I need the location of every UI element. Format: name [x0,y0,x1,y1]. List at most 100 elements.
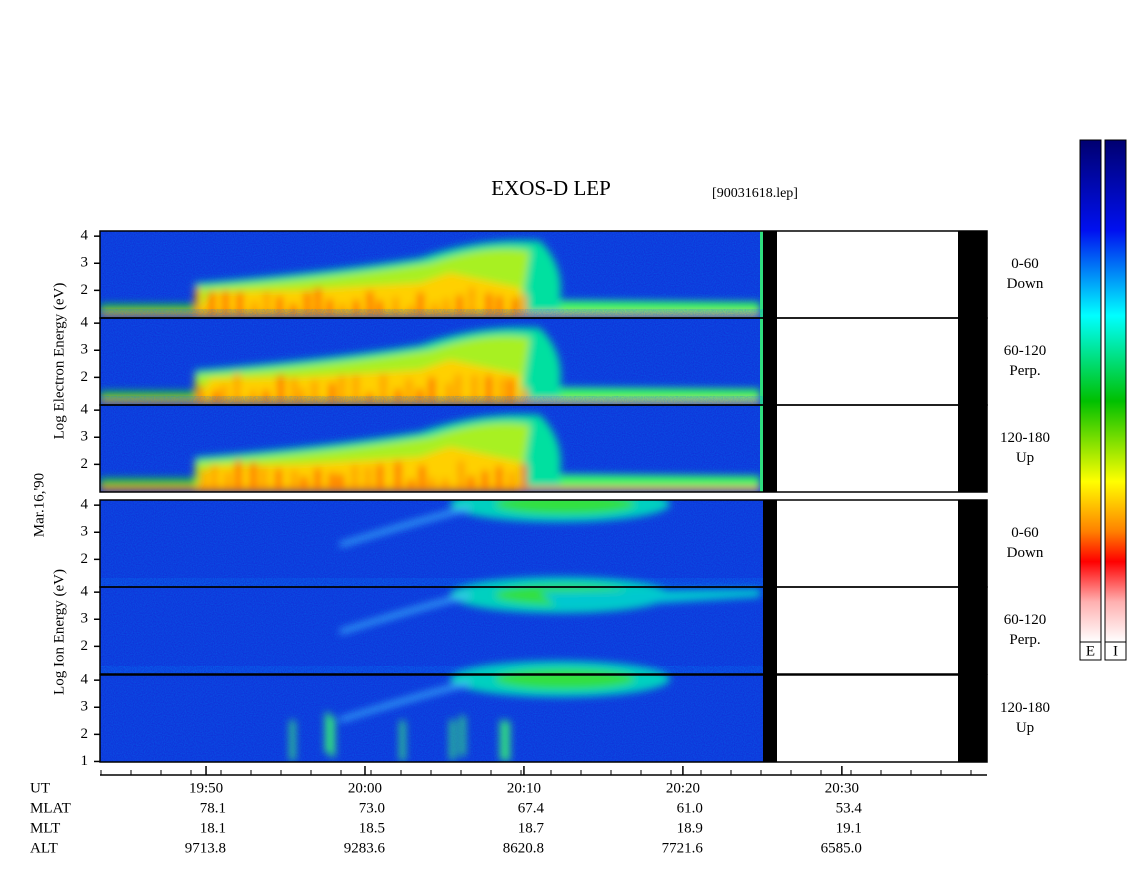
feature [222,290,228,314]
y-tick-label: 4 [81,228,89,244]
feature [100,313,760,317]
y-tick-label: 4 [81,497,89,513]
title: EXOS-D LEP [491,176,611,200]
y-axis-label: Log Ion Energy (eV) [51,569,67,695]
feature [277,296,283,314]
feature [469,287,475,314]
panel-gap [763,492,987,500]
y-tick-label: 4 [81,672,89,688]
feature [521,463,527,488]
ephemeris-value: 18.7 [518,820,545,836]
panel-angle: 0-60 [1011,525,1039,541]
feature [291,377,297,401]
feature [327,299,333,314]
feature [521,294,527,314]
colorbar-label: E [1086,643,1095,659]
feature [290,720,295,761]
feature [196,385,202,401]
data-gap [763,500,777,587]
x-tick-label: 19:50 [189,780,223,796]
data-gap [958,587,987,674]
feature [221,384,227,401]
data-gap [763,675,777,762]
feature [408,479,414,488]
feature [263,390,269,401]
feature [408,304,414,314]
feature [237,292,243,314]
y-axis-label: Mar.16,'90 [31,473,47,537]
feature [540,589,760,609]
ephemeris-value: 67.4 [518,800,545,816]
feature [560,390,760,397]
panel-frame [99,404,988,493]
feature [377,300,383,314]
feature [312,380,318,401]
feature [339,302,345,314]
feature [195,273,520,318]
feature [211,465,217,488]
x-tick-label: 20:20 [666,780,700,796]
panel-direction: Perp. [1009,632,1040,648]
data-gap [958,405,987,492]
y-tick-label: 3 [81,342,89,358]
panel-direction: Down [1007,545,1044,561]
data-gap [763,231,777,318]
spectrogram [100,500,763,587]
feature [353,375,359,401]
panel-frame [99,586,988,675]
spectrogram-features [290,661,670,762]
spectrogram [100,231,763,318]
panel-angle: 120-180 [1000,700,1050,716]
feature [225,471,231,488]
feature [482,470,488,488]
ephemeris-value: 18.5 [359,820,385,836]
panel-frame [99,674,988,763]
spectrogram-features [339,577,760,634]
feature [500,720,505,761]
colorbar-label-box [1104,641,1127,661]
feature [195,287,201,314]
y-tick-label: 4 [81,315,89,331]
feature [395,389,401,401]
panel-direction: Up [1016,450,1034,466]
feature [325,712,330,753]
feature [235,460,241,488]
y-tick-label: 3 [81,255,89,271]
data-gap [958,231,987,318]
feature [509,471,515,488]
panel-direction: Perp. [1009,363,1040,379]
feature [486,375,492,401]
spectrogram-noise [100,500,763,587]
feature [522,388,528,401]
feature [338,474,344,488]
feature [497,295,503,314]
spectrogram-features [100,414,760,492]
feature [278,375,284,401]
ephemeris-value: 8620.8 [503,840,544,856]
feature [251,301,257,314]
feature [365,466,371,488]
feature [264,292,270,314]
feature [299,388,305,401]
colorbar-label: I [1113,643,1118,659]
spectrogram-features [339,500,670,547]
feature [290,303,296,314]
feature [301,476,307,488]
feature [560,477,760,484]
feature [442,478,448,488]
feature [460,715,465,756]
feature [419,465,425,488]
ephemeris-value: 61.0 [677,800,703,816]
ephemeris-value: 18.1 [200,820,226,836]
panel-direction: Down [1007,276,1044,292]
edge-line [760,231,763,318]
panel-angle: 120-180 [1000,430,1050,446]
feature [429,477,435,488]
feature [330,716,335,757]
ut-label: UT [30,780,50,796]
y-tick-label: 3 [81,524,89,540]
spectrogram [100,661,763,762]
x-tick-label: 20:00 [348,780,382,796]
feature [261,467,267,488]
feature [329,472,335,488]
